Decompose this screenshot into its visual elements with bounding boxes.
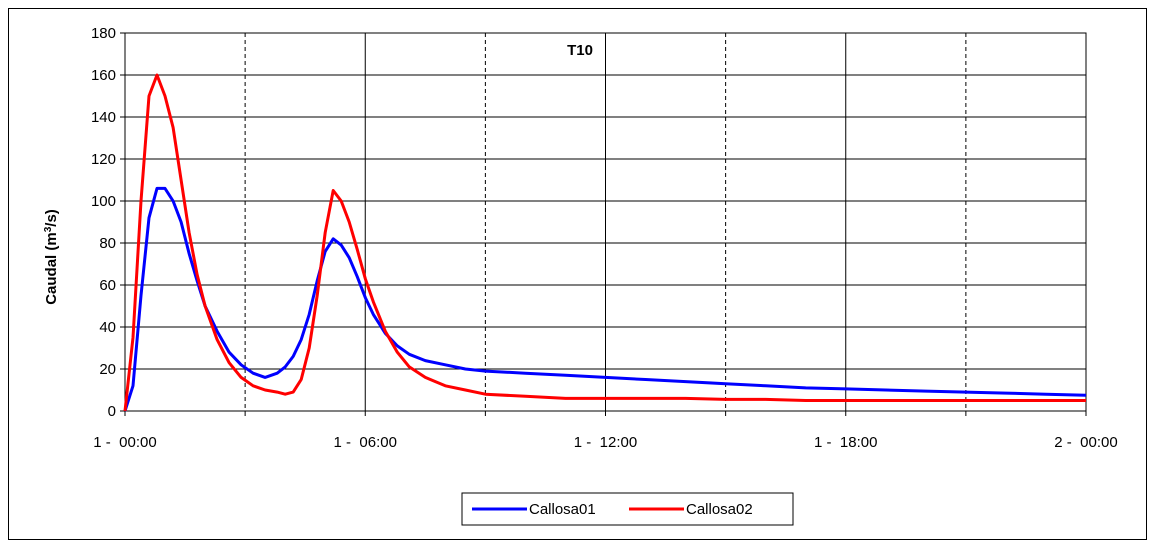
y-tick-label: 40 xyxy=(99,319,116,336)
y-axis-label: Caudal (m3/s) xyxy=(43,209,60,305)
series-line-callosa02 xyxy=(123,73,1086,412)
grid-layer xyxy=(125,32,1086,412)
chart-area: T10 0 20 40 60 80 100 120 140 160 180 1 - 00:00 1 -… xyxy=(8,8,1147,540)
plot-area-border xyxy=(124,32,1087,412)
x-tick-label: 1 - 06:00 xyxy=(334,434,397,451)
y-tick-label: 0 xyxy=(108,403,116,420)
legend-label: Callosa01 xyxy=(529,501,596,518)
x-tick-label: 1 - 18:00 xyxy=(814,434,877,451)
y-tick-label: 80 xyxy=(99,235,116,252)
series-layer xyxy=(123,73,1087,412)
y-tick-label: 160 xyxy=(91,67,116,84)
x-tick-label: 2 - 00:00 xyxy=(1054,434,1117,451)
legend-label: Callosa02 xyxy=(686,501,753,518)
axis-layer: 0 20 40 60 80 100 120 140 160 180 1 - 00:00 1 - 06:… xyxy=(91,25,1118,451)
x-tick-label: 1 - 00:00 xyxy=(93,434,156,451)
x-tick-label: 1 - 12:00 xyxy=(574,434,637,451)
y-tick-label: 60 xyxy=(99,277,116,294)
chart-title: T10 xyxy=(567,42,593,59)
y-tick-label: 140 xyxy=(91,109,116,126)
y-tick-label: 20 xyxy=(99,361,116,378)
y-tick-label: 120 xyxy=(91,151,116,168)
line-chart: T10 0 20 40 60 80 100 120 140 160 180 1 - 00:00 1 -… xyxy=(43,25,1118,526)
y-tick-label: 180 xyxy=(91,25,116,42)
chart-legend: Callosa01 Callosa02 xyxy=(461,492,794,526)
y-tick-label: 100 xyxy=(91,193,116,210)
series-line-callosa01 xyxy=(123,186,1087,412)
